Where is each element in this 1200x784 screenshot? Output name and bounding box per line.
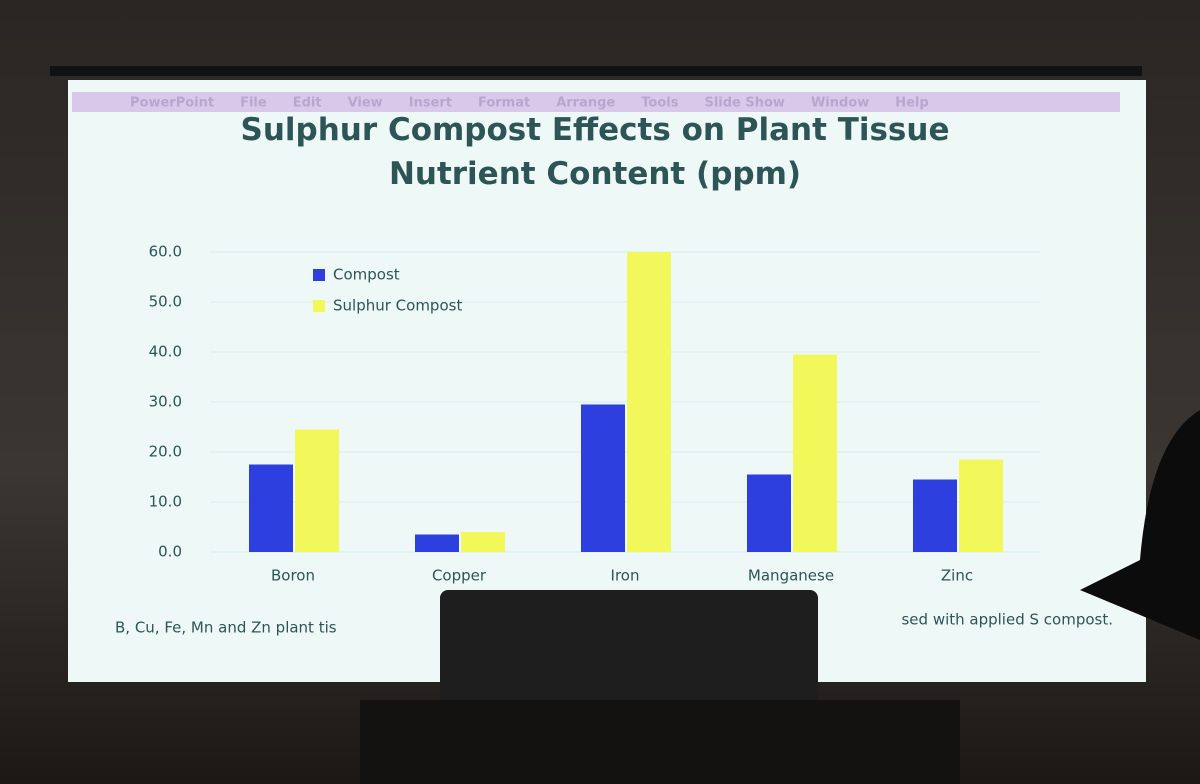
projection-screen bbox=[68, 80, 1146, 682]
bar bbox=[913, 479, 957, 552]
y-tick-label: 30.0 bbox=[149, 393, 182, 411]
menu-item: Arrange bbox=[556, 96, 615, 111]
legend-label: Sulphur Compost bbox=[333, 297, 462, 315]
x-tick-label: Boron bbox=[271, 567, 315, 585]
projector bbox=[440, 590, 818, 705]
menu-item: Edit bbox=[293, 96, 322, 111]
caption: sed with applied S compost. bbox=[901, 611, 1113, 629]
bar bbox=[747, 474, 791, 552]
y-tick-label: 20.0 bbox=[149, 443, 182, 461]
menu-item: View bbox=[348, 96, 383, 111]
bar bbox=[249, 464, 293, 552]
screen-case bbox=[50, 66, 1142, 76]
x-tick-label: Manganese bbox=[748, 567, 834, 585]
bar bbox=[959, 459, 1003, 552]
table bbox=[360, 700, 960, 784]
x-tick-label: Iron bbox=[611, 567, 640, 585]
menu-item: Insert bbox=[409, 96, 452, 111]
menu-bar bbox=[72, 92, 1120, 112]
bar bbox=[461, 532, 505, 552]
y-tick-label: 0.0 bbox=[158, 543, 182, 561]
menu-item: PowerPoint bbox=[130, 96, 214, 111]
bar bbox=[793, 354, 837, 552]
legend-swatch bbox=[313, 300, 325, 312]
x-tick-label: Zinc bbox=[941, 567, 973, 585]
person-silhouette bbox=[1080, 410, 1200, 640]
menu-item: Window bbox=[811, 96, 869, 111]
menu-item: Tools bbox=[641, 96, 678, 111]
y-tick-label: 10.0 bbox=[149, 493, 182, 511]
bar bbox=[415, 534, 459, 552]
legend-swatch bbox=[313, 269, 325, 281]
chart-title: Sulphur Compost Effects on Plant Tissue … bbox=[240, 112, 950, 192]
menu-item: Help bbox=[895, 96, 928, 111]
bar bbox=[627, 252, 671, 552]
legend-label: Compost bbox=[333, 266, 400, 284]
y-tick-label: 50.0 bbox=[149, 293, 182, 311]
bar bbox=[295, 429, 339, 552]
caption: B, Cu, Fe, Mn and Zn plant tis bbox=[115, 619, 337, 637]
menu-items: PowerPoint File Edit View Insert Format Arrang… bbox=[130, 96, 929, 111]
menu-item: Slide Show bbox=[704, 96, 784, 111]
chart: 0.0 10.0 20.0 30.0 40.0 50.0 60.0 Boron Copper Ir… bbox=[149, 243, 1040, 585]
y-tick-label: 60.0 bbox=[149, 243, 182, 261]
y-tick-label: 40.0 bbox=[149, 343, 182, 361]
menu-item: Format bbox=[478, 96, 530, 111]
bar bbox=[581, 404, 625, 552]
x-tick-label: Copper bbox=[432, 567, 487, 585]
menu-item: File bbox=[240, 96, 267, 111]
